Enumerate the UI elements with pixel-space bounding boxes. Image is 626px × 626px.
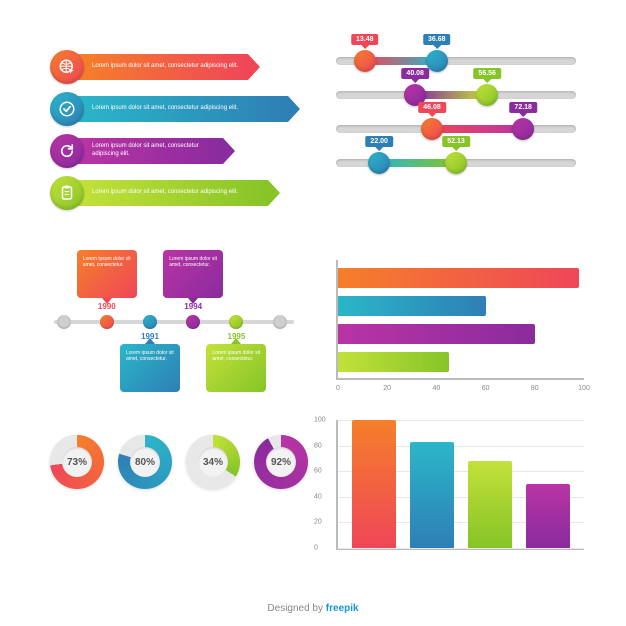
timeline-year: 1995: [227, 332, 245, 341]
arrow-text: Lorem ipsum dolor sit amet, consectetur …: [92, 105, 238, 113]
vbar: [410, 442, 454, 548]
timeline-dot-active: [186, 315, 200, 329]
slider-row: 22.0052.13: [336, 152, 586, 174]
slider-flag: 52.13: [442, 136, 470, 147]
hbar-tick: 100: [578, 385, 590, 392]
arrow-text: Lorem ipsum dolor sit amet, consectetur …: [92, 143, 223, 159]
arrow-head: [268, 180, 280, 206]
hbar-tick: 80: [531, 385, 539, 392]
credit-line: Designed by freepik: [0, 603, 626, 614]
donut-ring: 34%: [186, 435, 240, 489]
donut-label: 92%: [254, 435, 308, 489]
vbar: [526, 484, 570, 548]
arrow-row: Lorem ipsum dolor sit amet, consectetur …: [50, 134, 300, 170]
check-circle-icon: [50, 92, 84, 126]
arrow-text: Lorem ipsum dolor sit amet, consectetur …: [92, 189, 238, 197]
hbar: [338, 352, 449, 372]
timeline-year: 1994: [184, 302, 202, 311]
donut-ring: 80%: [118, 435, 172, 489]
timeline-dot-active: [100, 315, 114, 329]
clipboard-icon: [50, 176, 84, 210]
slider-row: 40.0856.56: [336, 84, 586, 106]
donut: 92%: [254, 435, 308, 489]
vbar-area: 020406080100: [336, 420, 584, 550]
donut-label: 34%: [186, 435, 240, 489]
arrow-text: Lorem ipsum dolor sit amet, consectetur …: [92, 63, 238, 71]
arrow-head: [288, 96, 300, 122]
slider-flag: 22.00: [365, 136, 393, 147]
arrow-head: [248, 54, 260, 80]
arrow-head: [223, 138, 235, 164]
timeline-dot-active: [143, 315, 157, 329]
slider-flag: 56.56: [473, 68, 501, 79]
slider-knob[interactable]: [445, 152, 467, 174]
arrow-body: Lorem ipsum dolor sit amet, consectetur …: [78, 54, 248, 80]
donut-list: 73% 80% 34% 92%: [50, 435, 310, 489]
arrow-body: Lorem ipsum dolor sit amet, consectetur …: [78, 138, 223, 164]
arrow-row: Lorem ipsum dolor sit amet, consectetur …: [50, 92, 300, 128]
hbar-tick: 0: [336, 385, 340, 392]
slider-knob[interactable]: [476, 84, 498, 106]
slider-flag: 36.68: [423, 34, 451, 45]
arrow-body: Lorem ipsum dolor sit amet, consectetur …: [78, 180, 268, 206]
vbar-tick: 0: [314, 545, 318, 552]
donut: 80%: [118, 435, 172, 489]
slider-flag: 72.18: [509, 102, 537, 113]
vbar-tick: 100: [314, 417, 326, 424]
slider-row: 13.4836.68: [336, 50, 586, 72]
credit-brand: freepik: [326, 603, 359, 614]
vbar-tick: 60: [314, 468, 322, 475]
slider-flag: 46.08: [418, 102, 446, 113]
slider-knob[interactable]: [368, 152, 390, 174]
timeline-box: Lorem ipsum dolor sit amet, consectetur.: [120, 344, 180, 392]
timeline-dot: [57, 315, 71, 329]
vbar-chart: 020406080100: [336, 420, 586, 550]
donut: 34%: [186, 435, 240, 489]
timeline-line: [54, 320, 294, 324]
vbar-gridline: [338, 548, 584, 549]
vbar: [352, 420, 396, 548]
slider-flag: 40.08: [401, 68, 429, 79]
vbar-tick: 40: [314, 493, 322, 500]
hbar: [338, 324, 535, 344]
hbar-tick: 20: [383, 385, 391, 392]
timeline-year: 1990: [98, 302, 116, 311]
slider-knob[interactable]: [426, 50, 448, 72]
arrow-list: Lorem ipsum dolor sit amet, consectetur …: [50, 50, 300, 218]
slider-knob[interactable]: [354, 50, 376, 72]
slider-segment: [432, 125, 523, 133]
hbar: [338, 268, 579, 288]
timeline-year: 1991: [141, 332, 159, 341]
hbar-tick: 60: [482, 385, 490, 392]
hbar-chart: 020406080100: [336, 260, 586, 380]
arrow-row: Lorem ipsum dolor sit amet, consectetur …: [50, 50, 300, 86]
timeline-box: Lorem ipsum dolor sit amet, consectetur.: [77, 250, 137, 298]
donut: 73%: [50, 435, 104, 489]
vbar: [468, 461, 512, 548]
timeline-dot: [273, 315, 287, 329]
globe-cursor-icon: [50, 50, 84, 84]
hbar: [338, 296, 486, 316]
hbar-area: 020406080100: [336, 260, 584, 380]
donut-ring: 73%: [50, 435, 104, 489]
slider-flag: 13.48: [351, 34, 379, 45]
hbar-tick: 40: [432, 385, 440, 392]
timeline-box: Lorem ipsum dolor sit amet, consectetur.: [163, 250, 223, 298]
donut-ring: 92%: [254, 435, 308, 489]
timeline-box: Lorem ipsum dolor sit amet, consectetur.: [206, 344, 266, 392]
vbar-tick: 80: [314, 442, 322, 449]
slider-knob[interactable]: [421, 118, 443, 140]
timeline-dot-active: [229, 315, 243, 329]
refresh-icon: [50, 134, 84, 168]
slider-list: 13.4836.6840.0856.5646.0872.1822.0052.13: [336, 50, 586, 186]
donut-label: 73%: [50, 435, 104, 489]
arrow-body: Lorem ipsum dolor sit amet, consectetur …: [78, 96, 288, 122]
donut-label: 80%: [118, 435, 172, 489]
arrow-row: Lorem ipsum dolor sit amet, consectetur …: [50, 176, 300, 212]
slider-knob[interactable]: [512, 118, 534, 140]
vbar-tick: 20: [314, 519, 322, 526]
credit-prefix: Designed by: [267, 603, 325, 614]
